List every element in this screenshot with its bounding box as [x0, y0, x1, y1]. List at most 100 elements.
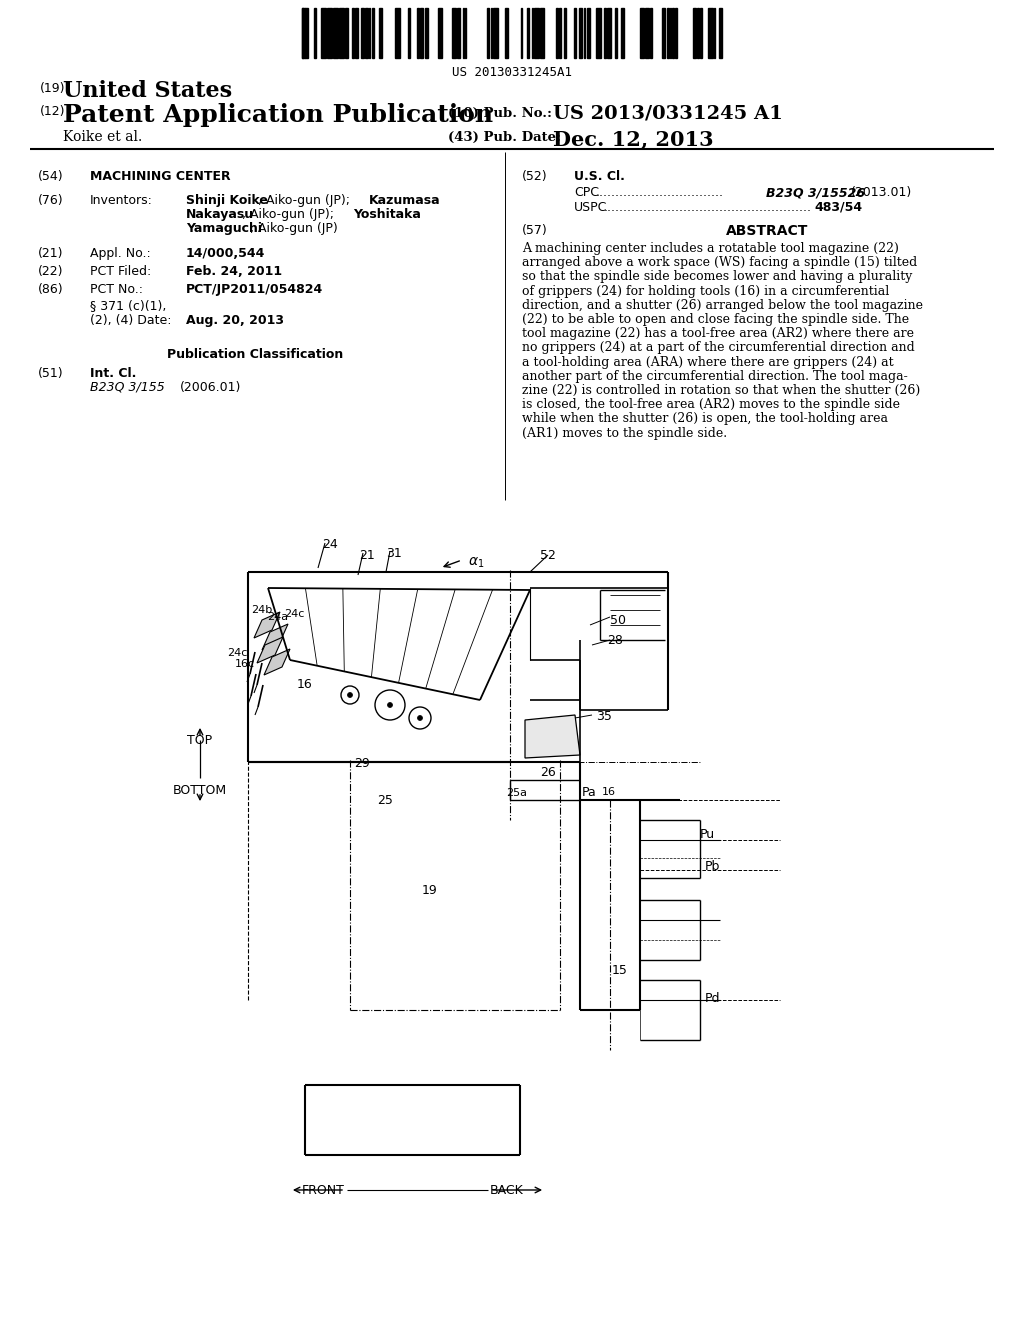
Text: (19): (19) — [40, 82, 66, 95]
Text: (54): (54) — [38, 170, 63, 183]
Bar — [615, 8, 617, 58]
Bar — [534, 8, 539, 58]
Text: 21: 21 — [359, 549, 375, 562]
Bar — [355, 8, 358, 58]
Bar — [321, 8, 326, 58]
Polygon shape — [257, 638, 283, 663]
Text: (2), (4) Date:: (2), (4) Date: — [90, 314, 171, 327]
Text: 26: 26 — [540, 767, 556, 780]
Text: (AR1) moves to the spindle side.: (AR1) moves to the spindle side. — [522, 426, 727, 440]
Text: 14/000,544: 14/000,544 — [186, 247, 265, 260]
Bar — [662, 8, 665, 58]
Text: 16: 16 — [602, 787, 616, 797]
Text: PCT/JP2011/054824: PCT/JP2011/054824 — [186, 282, 324, 296]
Text: Koike et al.: Koike et al. — [63, 129, 142, 144]
Text: (21): (21) — [38, 247, 63, 260]
Text: B23Q 3/15526: B23Q 3/15526 — [766, 186, 865, 199]
Bar — [556, 8, 558, 58]
Bar — [527, 8, 529, 58]
Bar — [587, 8, 590, 58]
Text: 16: 16 — [297, 678, 313, 692]
Text: US 2013/0331245 A1: US 2013/0331245 A1 — [553, 106, 783, 123]
Text: B23Q 3/155: B23Q 3/155 — [90, 381, 165, 393]
Text: (2013.01): (2013.01) — [851, 186, 912, 199]
Text: 52: 52 — [540, 549, 556, 562]
Bar — [339, 8, 344, 58]
Bar — [559, 8, 561, 58]
Text: 35: 35 — [596, 710, 612, 723]
Text: 15: 15 — [612, 964, 628, 977]
Bar — [650, 8, 652, 58]
Text: Feb. 24, 2011: Feb. 24, 2011 — [186, 265, 283, 279]
Polygon shape — [525, 715, 580, 758]
Bar — [579, 8, 582, 58]
Text: 24: 24 — [323, 539, 338, 550]
Text: is closed, the tool-free area (AR2) moves to the spindle side: is closed, the tool-free area (AR2) move… — [522, 399, 900, 412]
Text: Publication Classification: Publication Classification — [167, 348, 343, 360]
Text: (43) Pub. Date:: (43) Pub. Date: — [449, 131, 561, 144]
Bar — [574, 8, 575, 58]
Text: Patent Application Publication: Patent Application Publication — [63, 103, 494, 127]
Text: § 371 (c)(1),: § 371 (c)(1), — [90, 300, 166, 312]
Text: Pb: Pb — [705, 859, 720, 873]
Bar — [420, 8, 423, 58]
Text: while when the shutter (26) is open, the tool-holding area: while when the shutter (26) is open, the… — [522, 412, 888, 425]
Bar — [708, 8, 713, 58]
Text: (51): (51) — [38, 367, 63, 380]
Bar — [372, 8, 374, 58]
Bar — [645, 8, 649, 58]
Circle shape — [347, 693, 352, 697]
Bar — [395, 8, 400, 58]
Polygon shape — [262, 624, 288, 649]
Bar — [693, 8, 696, 58]
Bar — [697, 8, 699, 58]
Text: 24b: 24b — [251, 605, 272, 615]
Text: (57): (57) — [522, 224, 548, 238]
Text: a tool-holding area (ARA) where there are grippers (24) at: a tool-holding area (ARA) where there ar… — [522, 355, 894, 368]
Text: another part of the circumferential direction. The tool maga-: another part of the circumferential dire… — [522, 370, 907, 383]
Bar — [596, 8, 601, 58]
Text: arranged above a work space (WS) facing a spindle (15) tilted: arranged above a work space (WS) facing … — [522, 256, 918, 269]
Text: 24c: 24c — [227, 648, 248, 657]
Text: Pa: Pa — [582, 787, 597, 800]
Bar — [493, 8, 498, 58]
Text: of grippers (24) for holding tools (16) in a circumferential: of grippers (24) for holding tools (16) … — [522, 285, 889, 297]
Text: Pu: Pu — [700, 829, 715, 842]
Text: (76): (76) — [38, 194, 63, 207]
Text: Appl. No.:: Appl. No.: — [90, 247, 151, 260]
Text: 24a: 24a — [267, 612, 289, 622]
Text: PCT No.:: PCT No.: — [90, 282, 143, 296]
Bar — [361, 8, 364, 58]
Bar — [505, 8, 508, 58]
Text: ....................................................: ........................................… — [604, 201, 812, 214]
Text: Int. Cl.: Int. Cl. — [90, 367, 136, 380]
Bar — [487, 8, 489, 58]
Text: (86): (86) — [38, 282, 63, 296]
Circle shape — [387, 702, 392, 708]
Bar — [365, 8, 368, 58]
Text: $\alpha_1$: $\alpha_1$ — [468, 556, 484, 570]
Text: 25a: 25a — [506, 788, 527, 799]
Polygon shape — [254, 612, 280, 638]
Bar — [352, 8, 354, 58]
Bar — [425, 8, 428, 58]
Bar — [457, 8, 460, 58]
Text: ................................: ................................ — [596, 186, 724, 199]
Text: US 20130331245A1: US 20130331245A1 — [452, 66, 572, 79]
Circle shape — [418, 715, 423, 721]
Text: 28: 28 — [607, 634, 623, 647]
Text: (52): (52) — [522, 170, 548, 183]
Bar — [302, 8, 305, 58]
Text: 25: 25 — [377, 793, 393, 807]
Bar — [675, 8, 677, 58]
Text: zine (22) is controlled in rotation so that when the shutter (26): zine (22) is controlled in rotation so t… — [522, 384, 921, 397]
Text: FRONT: FRONT — [302, 1184, 345, 1196]
Text: A machining center includes a rotatable tool magazine (22): A machining center includes a rotatable … — [522, 242, 899, 255]
Bar — [305, 8, 308, 58]
Text: (22) to be able to open and close facing the spindle side. The: (22) to be able to open and close facing… — [522, 313, 909, 326]
Text: Inventors:: Inventors: — [90, 194, 153, 207]
Text: direction, and a shutter (26) arranged below the tool magazine: direction, and a shutter (26) arranged b… — [522, 298, 923, 312]
Text: 24c: 24c — [284, 609, 304, 619]
Bar — [672, 8, 674, 58]
Text: Pd: Pd — [705, 991, 721, 1005]
